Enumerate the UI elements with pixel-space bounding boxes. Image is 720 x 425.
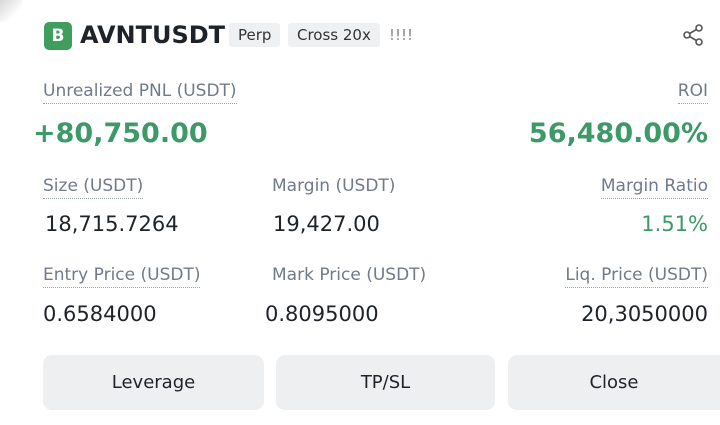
pnl-label: Unrealized PNL (USDT)	[43, 79, 237, 104]
badge: B	[44, 22, 72, 50]
roi-value: 56,480.00%	[528, 118, 708, 149]
field-label: Liq. Price (USDT)	[565, 263, 708, 288]
tag: Cross 20x	[288, 23, 380, 47]
field-value: 1.51%	[641, 212, 708, 236]
tag: Perp	[229, 23, 281, 47]
field-label: Margin Ratio	[600, 174, 708, 199]
pnl-value: +80,750.00	[33, 118, 208, 149]
share-icon[interactable]	[681, 23, 705, 47]
leverage-button[interactable]: Leverage	[43, 355, 264, 410]
corner-shade	[0, 0, 22, 22]
roi-label: ROI	[677, 79, 708, 104]
field-value: 18,715.7264	[45, 212, 179, 236]
field-label: Entry Price (USDT)	[43, 263, 201, 288]
close-button[interactable]: Close	[508, 355, 720, 410]
field-label: Size (USDT)	[43, 174, 144, 199]
alert: !!!!	[389, 26, 414, 44]
field-value: 19,427.00	[273, 212, 380, 236]
field-value: 0.8095000	[265, 302, 379, 326]
tpsl-button[interactable]: TP/SL	[276, 355, 495, 410]
field-value: 20,3050000	[581, 302, 708, 326]
symbol[interactable]: AVNTUSDT	[80, 21, 226, 49]
field-value: 0.6584000	[43, 302, 157, 326]
field-label: Margin (USDT)	[272, 176, 396, 196]
field-label: Mark Price (USDT)	[272, 265, 427, 285]
